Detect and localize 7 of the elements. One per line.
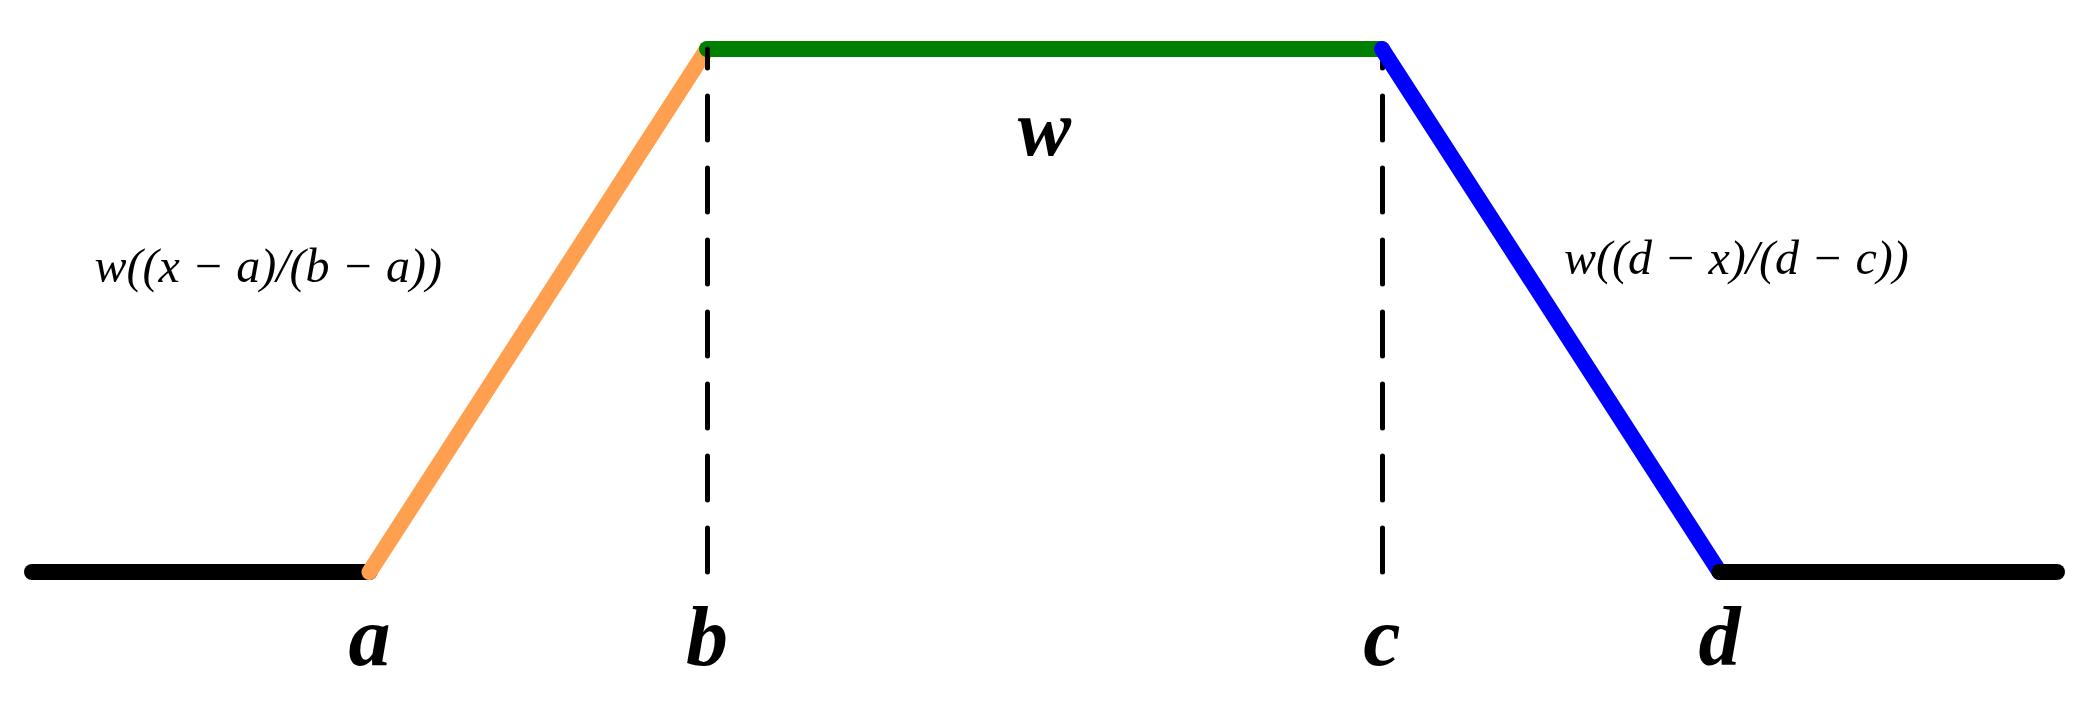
annotation: w (1017, 84, 1072, 172)
x-tick-label: c (1363, 589, 1401, 683)
x-tick-label: a (348, 589, 391, 683)
annotation: w((d − x)/(d − c)) (1564, 230, 1909, 285)
x-tick-label: d (1698, 589, 1743, 683)
annotation: w((x − a)/(b − a)) (94, 238, 442, 293)
x-tick-label: b (686, 589, 728, 683)
